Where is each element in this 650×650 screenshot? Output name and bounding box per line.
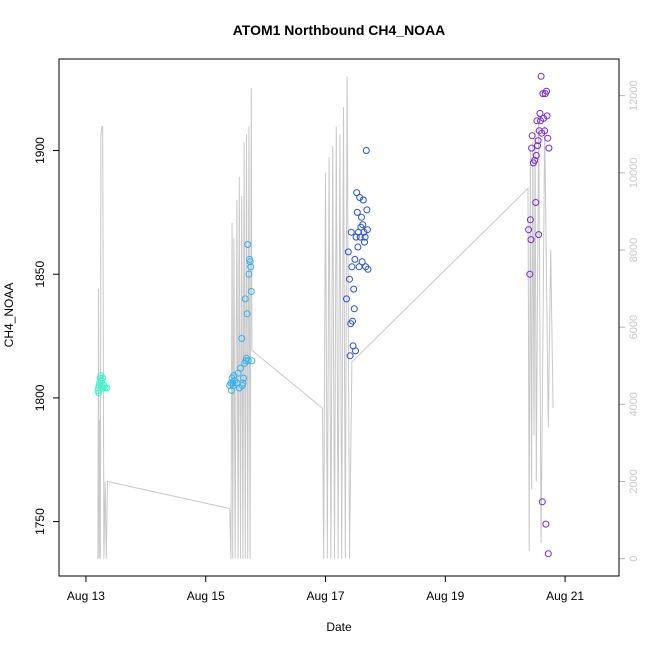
data-point [238, 335, 246, 342]
data-point [99, 374, 107, 382]
data-point [535, 231, 543, 239]
y-tick-label: 1800 [33, 384, 47, 411]
data-point [527, 236, 535, 244]
data-point [363, 226, 371, 234]
data-point [525, 226, 533, 234]
data-point [248, 357, 256, 365]
altitude-layer [97, 76, 554, 559]
data-point [347, 228, 355, 236]
x-tick-label: Aug 17 [307, 589, 345, 603]
y-tick-label: 1850 [33, 261, 47, 288]
data-point [544, 550, 552, 558]
data-point [541, 127, 549, 135]
data-point [247, 288, 255, 295]
data-point [349, 317, 356, 325]
data-point [351, 255, 359, 263]
data-point [239, 379, 247, 387]
axes-layer: Aug 13 Aug 15 Aug 17 Aug 19 Aug 21 1750 1800 18… [33, 80, 640, 603]
y-axis-label: CH4_NOAA [2, 283, 16, 348]
data-point [359, 221, 367, 229]
x-tick-label: Aug 13 [67, 589, 105, 603]
data-point [344, 248, 352, 256]
right-y-tick-label: 2000 [628, 469, 640, 493]
data-point [350, 305, 358, 313]
data-point [350, 285, 358, 293]
data-point [346, 275, 353, 283]
data-point [531, 156, 539, 164]
data-point [543, 112, 551, 120]
data-point [533, 117, 541, 125]
data-point [361, 238, 368, 246]
data-point [537, 72, 545, 80]
data-point [353, 189, 361, 197]
data-point [245, 270, 253, 278]
right-y-tick-label: 12000 [628, 80, 640, 111]
data-point [532, 199, 540, 206]
data-point [354, 243, 362, 251]
data-point [359, 196, 367, 204]
altitude-line [97, 76, 554, 559]
right-y-tick-label: 4000 [628, 392, 640, 416]
data-point [534, 137, 542, 145]
data-point [543, 87, 550, 95]
data-point [103, 384, 111, 392]
data-point [95, 389, 103, 397]
plot-frame [58, 58, 620, 577]
x-tick-label: Aug 19 [426, 589, 464, 603]
right-y-tick-label: 6000 [628, 315, 640, 339]
data-point [528, 132, 536, 140]
data-point [353, 208, 361, 216]
data-point [343, 295, 350, 303]
x-tick-label: Aug 21 [546, 589, 584, 603]
data-point [348, 263, 356, 271]
data-point [532, 152, 540, 159]
data-point [536, 109, 544, 117]
right-y-tick-label: 8000 [628, 238, 640, 262]
data-point [247, 263, 255, 271]
data-point [526, 270, 534, 278]
right-y-tick-label: 10000 [628, 158, 640, 189]
data-point [243, 310, 251, 318]
data-point [528, 144, 536, 152]
right-y-tick-label: 0 [628, 556, 640, 562]
y-tick-label: 1900 [33, 137, 47, 164]
data-point [352, 347, 359, 355]
chart-title: ATOM1 Northbound CH4_NOAA [233, 22, 446, 38]
data-point [534, 142, 541, 150]
data-point [356, 233, 364, 241]
data-point [364, 265, 372, 273]
data-point [241, 295, 249, 303]
data-point [362, 147, 370, 154]
points-layer [94, 72, 553, 558]
data-point [244, 241, 252, 248]
data-point [538, 498, 546, 506]
data-point [544, 134, 552, 142]
data-point [355, 263, 363, 271]
data-point [358, 213, 365, 221]
data-point [244, 357, 252, 365]
data-point [526, 216, 534, 224]
data-point [229, 382, 237, 389]
data-point [539, 90, 547, 98]
y-tick-label: 1750 [33, 508, 47, 535]
x-tick-label: Aug 15 [187, 589, 225, 603]
data-point [361, 233, 369, 241]
data-point [346, 352, 354, 360]
data-point [237, 364, 244, 372]
data-point [358, 258, 366, 266]
data-point [545, 144, 553, 152]
data-point [246, 258, 254, 266]
data-point [240, 374, 247, 382]
data-point [363, 206, 371, 214]
x-axis-label: Date [326, 620, 352, 634]
data-point [542, 520, 550, 528]
